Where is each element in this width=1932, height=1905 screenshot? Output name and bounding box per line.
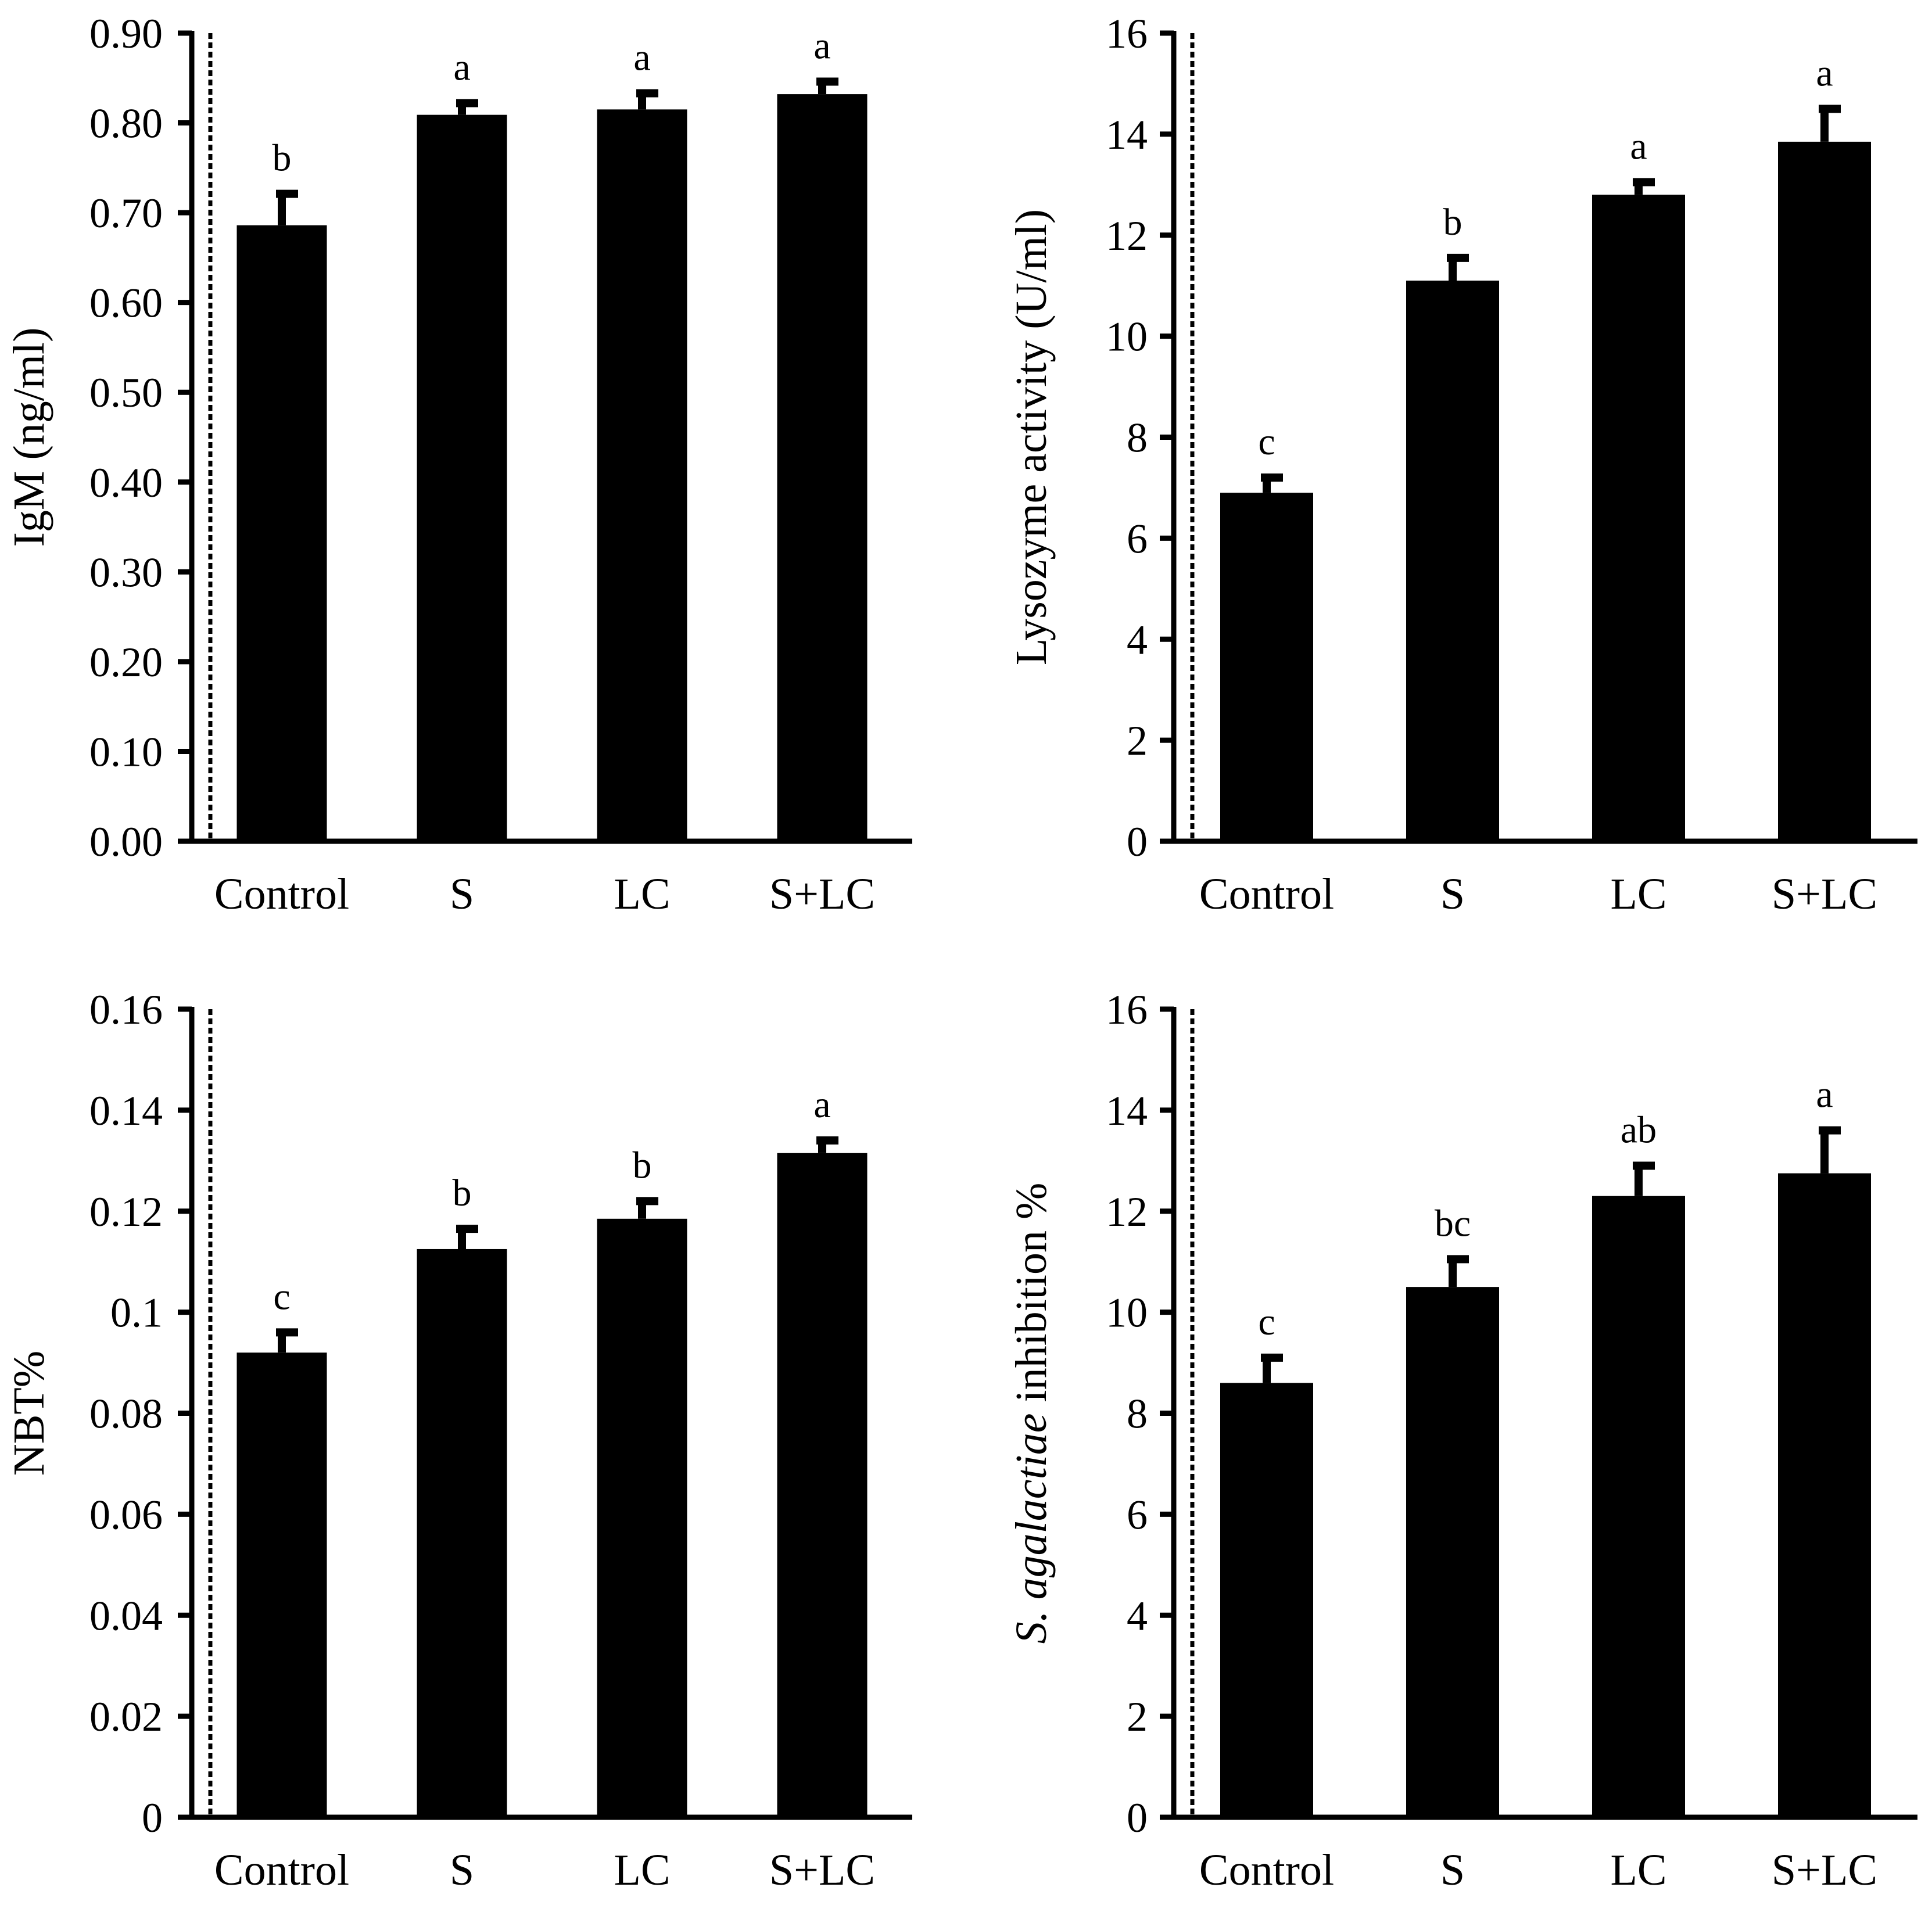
significance-label: bc [1435, 1202, 1471, 1244]
y-tick-label: 16 [1106, 986, 1148, 1033]
significance-label: c [1258, 1301, 1275, 1343]
significance-label: a [1816, 52, 1833, 94]
y-tick-label: 4 [1127, 1592, 1148, 1639]
y-axis-title: S. agalactiae inhibition % [1007, 1183, 1056, 1644]
y-tick-label: 0.90 [89, 10, 163, 57]
significance-label: ab [1621, 1109, 1657, 1151]
y-axis-title: NBT% [5, 1351, 53, 1476]
y-tick-label: 0.04 [89, 1592, 163, 1639]
category-label: LC [1610, 870, 1666, 919]
y-tick-label: 0.08 [89, 1391, 163, 1437]
significance-label: b [273, 137, 292, 180]
category-label: S+LC [1772, 870, 1877, 919]
bar-s-lc [1778, 141, 1871, 841]
y-tick-label: 6 [1127, 515, 1148, 562]
y-tick-label: 12 [1106, 1189, 1148, 1235]
y-tick-label: 16 [1106, 10, 1148, 57]
y-tick-label: 0.70 [89, 190, 163, 236]
y-tick-label: 0.02 [89, 1694, 163, 1740]
y-tick-label: 0.12 [89, 1189, 163, 1235]
bar-control [236, 1352, 327, 1817]
y-tick-label: 10 [1106, 1290, 1148, 1336]
significance-label: a [1816, 1074, 1833, 1116]
y-tick-label: 0.50 [89, 369, 163, 416]
y-tick-label: 4 [1127, 616, 1148, 663]
significance-label: c [273, 1275, 290, 1318]
category-label: S [1440, 1846, 1465, 1895]
bar-control [1220, 1383, 1313, 1817]
panel-inhibition: 0 2 4 6 8 10 12 14 16 c Control bc Sab LC a S+LC S. agal… [1007, 986, 1917, 1895]
y-axis-title: Lysozyme activity (U/ml) [1007, 209, 1056, 665]
category-label: Control [1199, 1846, 1334, 1895]
y-tick-label: 0.1 [110, 1290, 163, 1336]
y-axis-title-italic: S. agalactiae [1007, 1413, 1056, 1644]
y-tick-label: 2 [1127, 1694, 1148, 1740]
y-tick-label: 8 [1127, 1391, 1148, 1437]
y-tick-label: 2 [1127, 717, 1148, 764]
bar-s-lc [777, 1153, 868, 1817]
category-label: S+LC [1772, 1846, 1877, 1895]
category-label: LC [614, 1846, 670, 1895]
y-tick-label: 0.16 [89, 986, 163, 1033]
panel-nbt: 0 0.02 0.04 0.06 0.08 0.1 0.12 0.14 0.16 c Control… [5, 986, 912, 1895]
bar-lc [597, 109, 687, 842]
significance-label: c [1258, 421, 1275, 463]
significance-label: b [453, 1172, 472, 1214]
y-tick-label: 6 [1127, 1491, 1148, 1538]
category-label: S [1440, 870, 1465, 919]
category-label: LC [614, 870, 670, 919]
significance-label: b [1443, 201, 1463, 243]
y-tick-label: 0.06 [89, 1491, 163, 1538]
significance-label: a [813, 1084, 830, 1126]
category-label: Control [1199, 870, 1334, 919]
y-tick-label: 0.60 [89, 280, 163, 327]
panel-igm: 0.00 0.10 0.20 0.30 0.40 0.50 0.60 0.70 0.80 0.90… [5, 10, 912, 919]
category-label: S+LC [769, 870, 875, 919]
y-tick-label: 0.30 [89, 549, 163, 595]
y-tick-label: 10 [1106, 314, 1148, 360]
y-tick-label: 0.10 [89, 729, 163, 775]
y-tick-label: 0.20 [89, 639, 163, 686]
significance-label: a [1630, 125, 1647, 167]
y-tick-label: 14 [1106, 1088, 1148, 1134]
bar-s [417, 1249, 507, 1817]
category-label: LC [1610, 1846, 1666, 1895]
y-axis-title: IgM (ng/ml) [5, 328, 53, 547]
y-tick-label: 0.80 [89, 101, 163, 147]
bar-lc [1592, 195, 1685, 842]
category-label: Control [214, 1846, 349, 1895]
y-axis-title-rest: inhibition % [1007, 1183, 1056, 1413]
significance-label: a [453, 46, 470, 89]
category-label: Control [214, 870, 349, 919]
bar-control [1220, 493, 1313, 841]
category-label: S+LC [769, 1846, 875, 1895]
bar-s-lc [777, 94, 868, 841]
significance-label: a [813, 24, 830, 67]
y-tick-label: 8 [1127, 415, 1148, 461]
y-tick-label: 0.14 [89, 1088, 163, 1134]
y-tick-label: 0.40 [89, 460, 163, 506]
y-tick-label: 0 [1127, 819, 1148, 865]
y-tick-label: 0 [1127, 1795, 1148, 1841]
panel-lysozyme: 0 2 4 6 8 10 12 14 16 c Control b Sa LC a S+LC Lysozyme … [1007, 10, 1917, 919]
bar-lc [1592, 1196, 1685, 1817]
category-label: S [450, 870, 474, 919]
y-tick-label: 0.00 [89, 819, 163, 865]
significance-label: a [633, 37, 650, 79]
y-tick-label: 12 [1106, 213, 1148, 259]
bar-control [236, 225, 327, 841]
y-tick-label: 0 [142, 1795, 163, 1841]
y-tick-label: 14 [1106, 112, 1148, 158]
significance-label: b [633, 1144, 652, 1186]
bar-lc [597, 1218, 687, 1817]
bar-s [417, 114, 507, 842]
bar-s-lc [1778, 1173, 1871, 1817]
bar-s [1406, 1287, 1499, 1817]
bar-s [1406, 280, 1499, 841]
category-label: S [450, 1846, 474, 1895]
